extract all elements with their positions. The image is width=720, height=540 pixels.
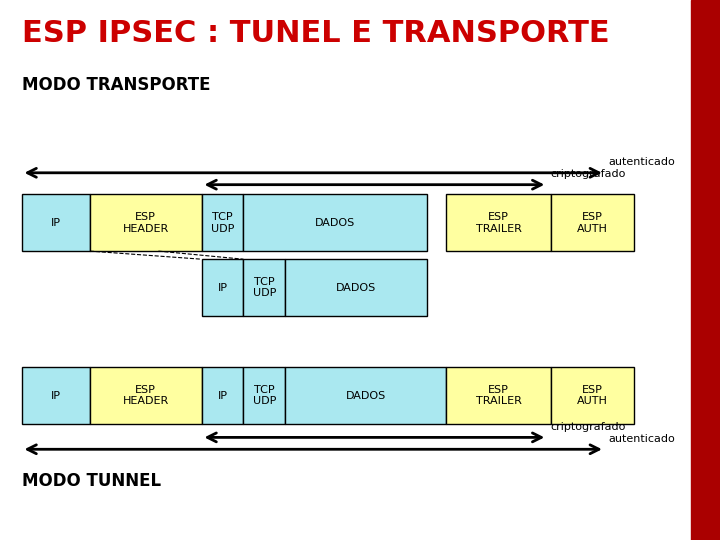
Text: ESP
HEADER: ESP HEADER (122, 384, 169, 406)
Bar (90, 194, 202, 251)
Text: autenticado: autenticado (608, 434, 675, 444)
Text: ESP
AUTH: ESP AUTH (577, 212, 608, 233)
Bar (22, 194, 90, 251)
Text: IP: IP (51, 218, 60, 228)
Bar (22, 367, 90, 424)
Bar (446, 367, 551, 424)
Text: IP: IP (51, 390, 60, 401)
Text: ESP
AUTH: ESP AUTH (577, 384, 608, 406)
Bar (285, 259, 427, 316)
Text: MODO TRANSPORTE: MODO TRANSPORTE (22, 76, 210, 93)
Text: DADOS: DADOS (336, 282, 376, 293)
Bar (243, 259, 285, 316)
Text: IP: IP (217, 390, 228, 401)
Bar (202, 194, 243, 251)
Text: criptografado: criptografado (551, 169, 626, 179)
Text: IP: IP (217, 282, 228, 293)
Text: TCP
UDP: TCP UDP (211, 212, 234, 233)
Bar (691, 0, 720, 540)
Text: TCP
UDP: TCP UDP (253, 384, 276, 406)
Text: criptografado: criptografado (551, 422, 626, 432)
Bar (285, 367, 446, 424)
Text: DADOS: DADOS (346, 390, 386, 401)
Bar (202, 367, 243, 424)
Text: MODO TUNNEL: MODO TUNNEL (22, 472, 161, 490)
Text: ESP
TRAILER: ESP TRAILER (476, 384, 521, 406)
Bar (551, 194, 634, 251)
Bar (90, 367, 202, 424)
Bar (243, 367, 285, 424)
Bar (446, 194, 551, 251)
Text: DADOS: DADOS (315, 218, 355, 228)
Bar (202, 259, 243, 316)
Bar (243, 194, 427, 251)
Text: TCP
UDP: TCP UDP (253, 276, 276, 298)
Text: ESP
TRAILER: ESP TRAILER (476, 212, 521, 233)
Text: autenticado: autenticado (608, 157, 675, 167)
Bar (551, 367, 634, 424)
Text: ESP IPSEC : TUNEL E TRANSPORTE: ESP IPSEC : TUNEL E TRANSPORTE (22, 19, 609, 48)
Text: ESP
HEADER: ESP HEADER (122, 212, 169, 233)
